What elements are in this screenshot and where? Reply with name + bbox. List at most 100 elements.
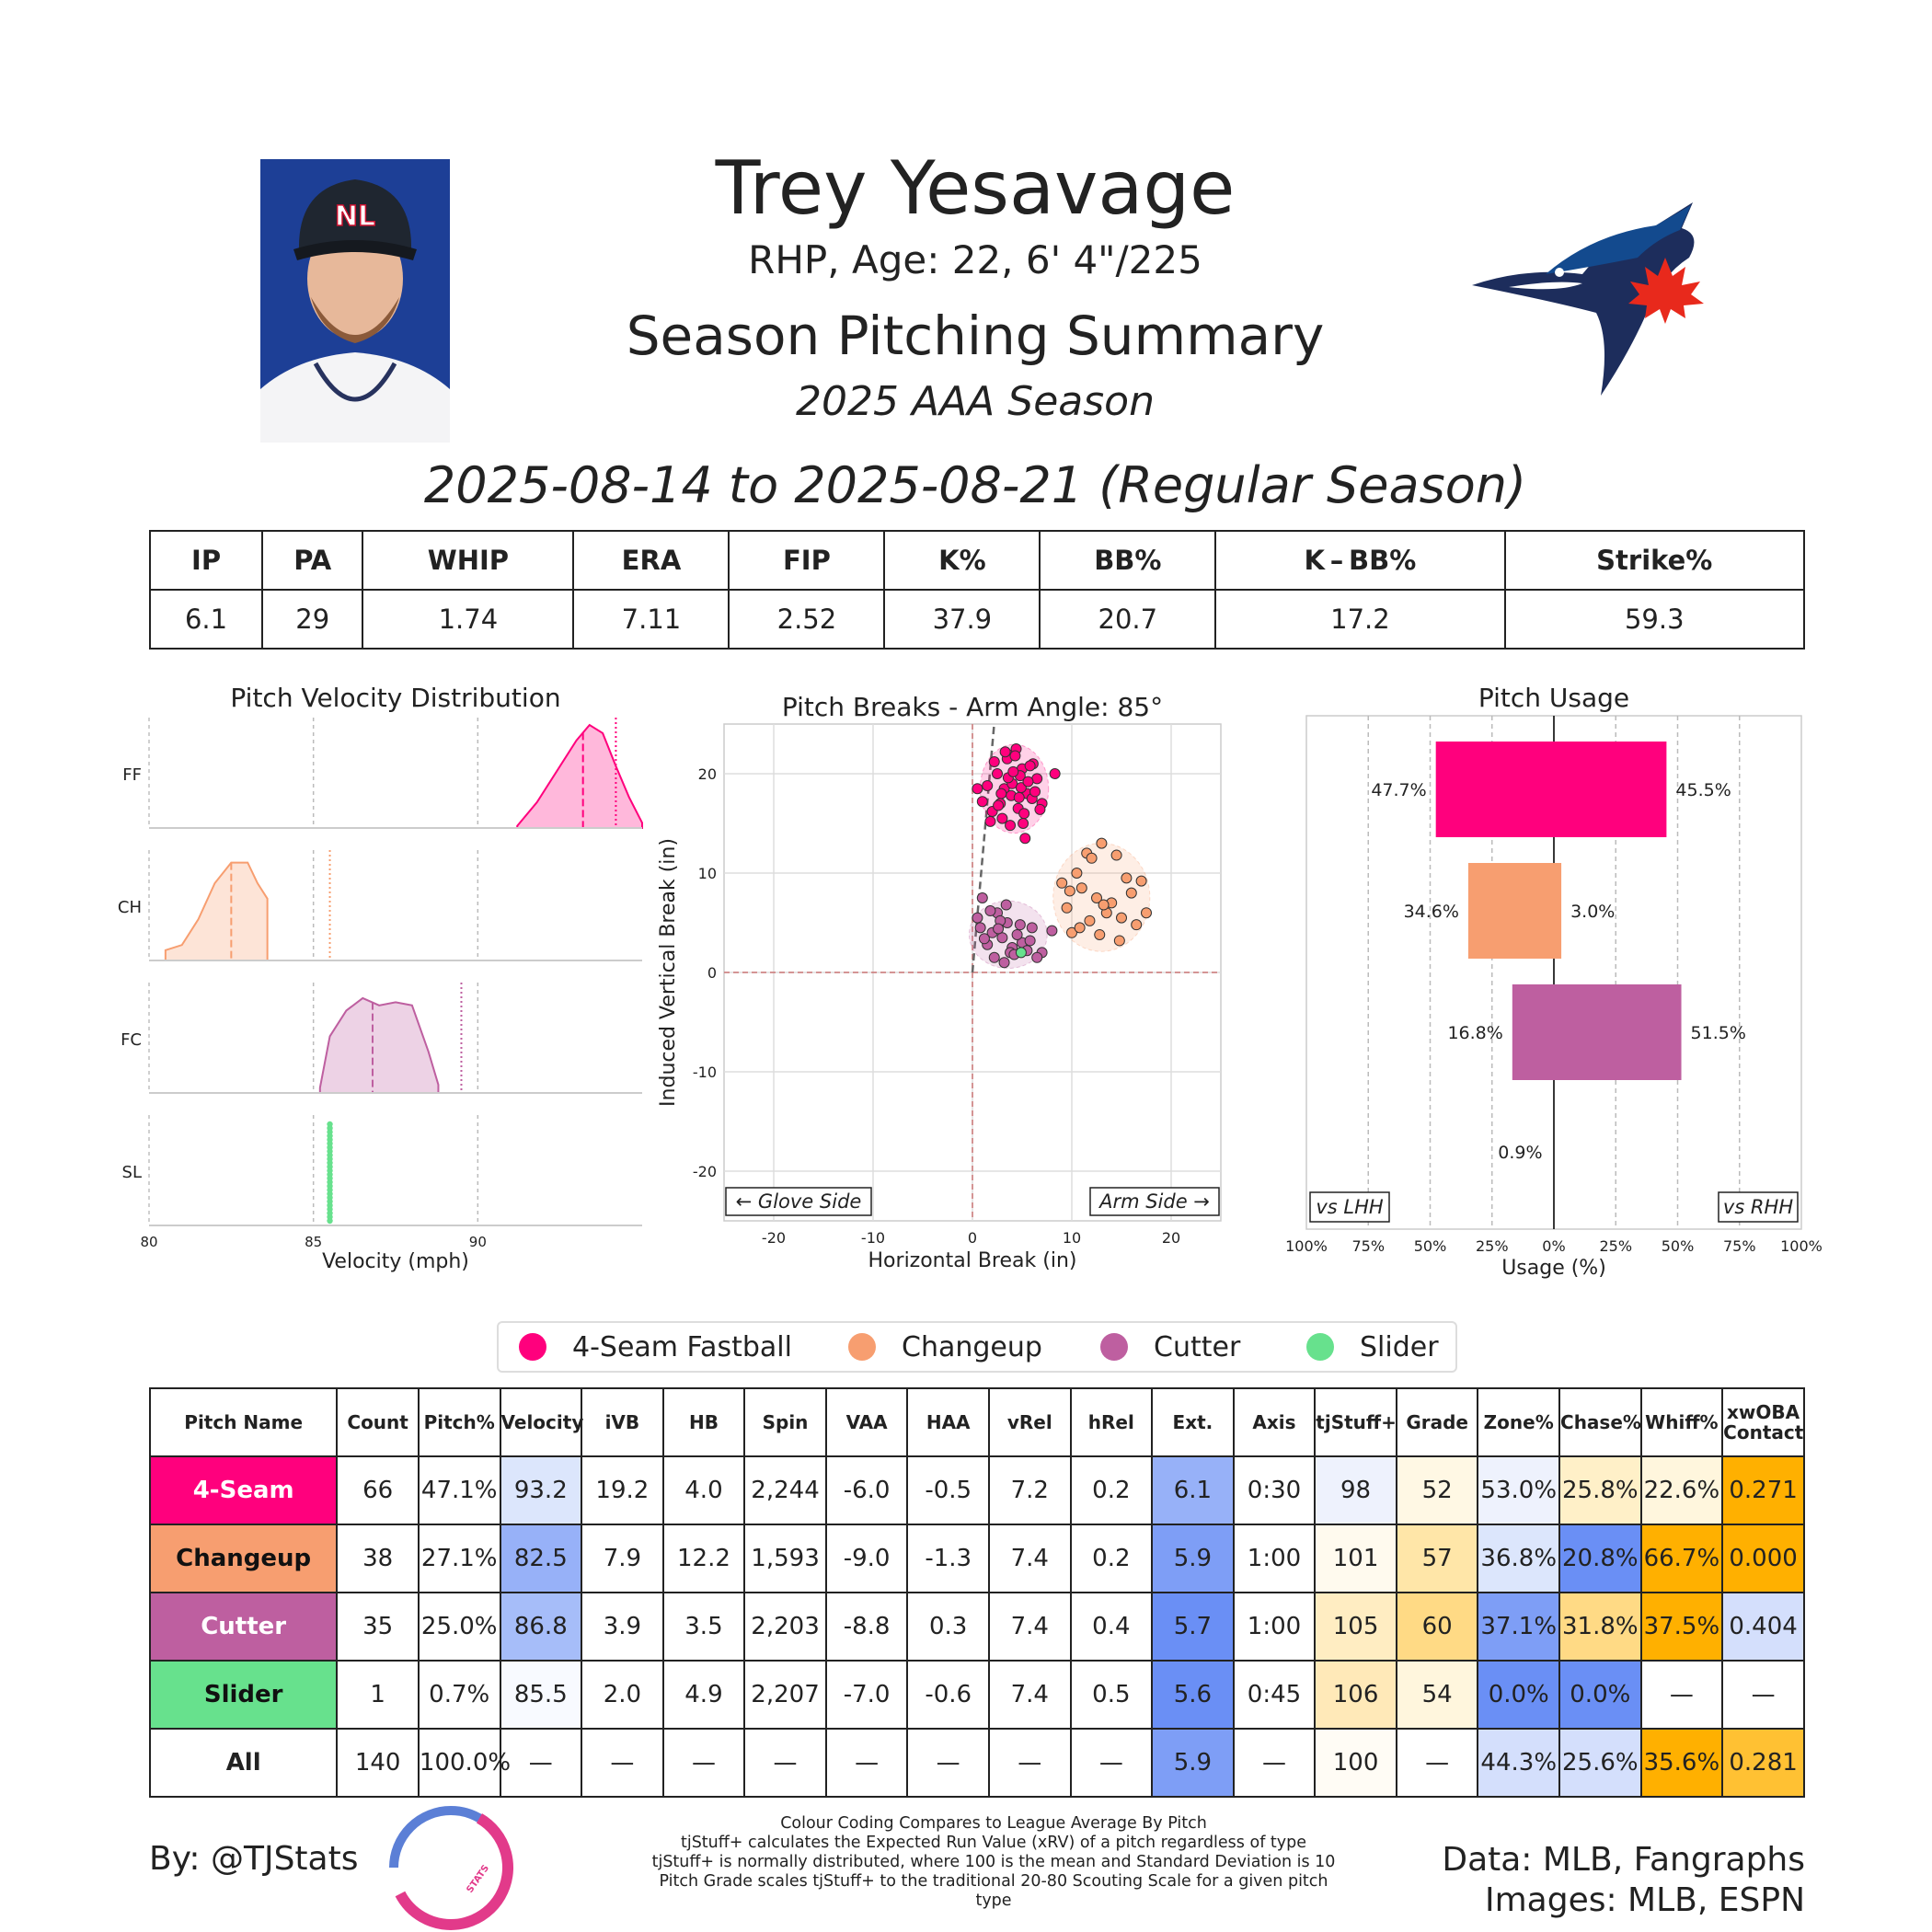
summary-title: Season Pitching Summary (626, 305, 1325, 367)
break-point-ch (1116, 912, 1127, 924)
usage-label-lhh: 16.8% (1447, 1023, 1502, 1043)
velocity-chart-title: Pitch Velocity Distribution (230, 683, 560, 713)
pitch-table-cell: 47.1% (417, 1455, 501, 1525)
break-point-ff (972, 783, 983, 795)
velocity-pitch-label: SL (122, 1163, 142, 1182)
summary-value-pa: 29 (261, 589, 364, 650)
pitch-table-cell: 22.6% (1639, 1455, 1724, 1525)
pitch-table-cell: 4.0 (661, 1455, 746, 1525)
pitch-usage-chart: Pitch Usage 47.7% 45.5% 34.6% 3.0% 16.8% 51.5%… (1285, 683, 1823, 1280)
pitch-table-cell: 100 (1314, 1728, 1397, 1798)
pitch-table-cell: 31.8% (1558, 1592, 1642, 1662)
pitch-table-cell: 37.5% (1639, 1592, 1724, 1662)
footer-note: tjStuff+ is normally distributed, where … (651, 1853, 1336, 1871)
break-point-fc (972, 912, 983, 924)
pitch-table-cell: — (499, 1728, 583, 1798)
pitch-table-cell: 5.9 (1151, 1728, 1235, 1798)
pitch-table-cell: 101 (1314, 1524, 1397, 1593)
pitch-table-cell: — (1721, 1660, 1805, 1730)
break-y-tick-label: -10 (693, 1064, 717, 1081)
pitch-table-cell: 7.4 (987, 1524, 1072, 1593)
legend-dot-cutter (1100, 1333, 1128, 1361)
pitch-table-cell: 52 (1395, 1455, 1479, 1525)
pitch-table-cell: 38 (336, 1524, 420, 1593)
pitch-table-cell: 100.0% (417, 1728, 511, 1798)
usage-x-axis-label: Usage (%) (1501, 1257, 1606, 1280)
break-point-fc (1046, 925, 1058, 937)
pitch-table-header: Count (336, 1387, 420, 1457)
pitch-table-cell: 140 (336, 1728, 420, 1798)
team-logo (1472, 202, 1704, 396)
pitch-table-cell: 7.2 (987, 1455, 1072, 1525)
velocity-density-ff (516, 723, 643, 829)
pitch-table-cell: 35.6% (1639, 1728, 1724, 1798)
pitch-table-cell: — (824, 1728, 909, 1798)
pitch-table-cell: — (1639, 1660, 1724, 1730)
pitch-table-cell: 27.1% (417, 1524, 501, 1593)
pitch-table-header: HB (661, 1387, 746, 1457)
pitch-table-cell: 36.8% (1477, 1524, 1561, 1593)
usage-label-rhh: 51.5% (1691, 1023, 1746, 1043)
pitch-name-cell: Changeup (148, 1524, 339, 1593)
pitch-table-header: tjStuff+ (1314, 1387, 1397, 1457)
pitch-table-cell: — (906, 1728, 990, 1798)
break-point-ff (993, 799, 1005, 811)
pitch-table-cell: 0.5 (1069, 1660, 1154, 1730)
legend-label-cutter: Cutter (1154, 1330, 1241, 1363)
pitch-table-cell: 6.1 (1151, 1455, 1235, 1525)
legend-item-fastball: 4-Seam Fastball (519, 1323, 792, 1371)
velocity-tick-label: 85 (305, 1234, 322, 1250)
vs-rhh-box (1718, 1191, 1799, 1223)
footer-note: tjStuff+ calculates the Expected Run Val… (680, 1834, 1307, 1852)
break-point-ch (1091, 892, 1102, 903)
usage-bar-lhh-fc (1512, 984, 1554, 1080)
pitch-table-header: Spin (743, 1387, 827, 1457)
velocity-pitch-label: FC (121, 1030, 142, 1050)
footer-credits: Data: MLB, Fangraphs Images: MLB, ESPN (1442, 1840, 1805, 1921)
pitch-table-cell: -8.8 (824, 1592, 909, 1662)
break-x-axis-label: Horizontal Break (in) (868, 1249, 1077, 1272)
usage-bar-lhh-ch (1467, 863, 1554, 959)
break-point-ch (1064, 885, 1075, 897)
pitch-table-cell: 25.8% (1558, 1455, 1642, 1525)
summary-value-bb-pct: 20.7 (1039, 589, 1217, 650)
date-range: 2025-08-14 to 2025-08-21 (Regular Season… (423, 456, 1527, 514)
pitch-table-row: Cutter 35 25.0% 86.8 3.9 3.5 2,203 -8.8 0.3 7.4 0.… (148, 1592, 1805, 1662)
pitch-table-cell: 12.2 (661, 1524, 746, 1593)
summary-header-whip: WHIP (362, 530, 575, 591)
break-point-ch (1121, 872, 1133, 884)
pitch-table-cell: 3.9 (581, 1592, 664, 1662)
pitch-table-header: xwOBA Contact (1721, 1387, 1805, 1457)
pitch-table-cell: 5.6 (1151, 1660, 1235, 1730)
usage-tick-label: 50% (1414, 1237, 1447, 1255)
pitch-table-cell: 35 (336, 1592, 420, 1662)
break-point-ch (1096, 837, 1108, 849)
usage-tick-label: 75% (1723, 1237, 1756, 1255)
break-y-tick-label: 0 (707, 964, 717, 982)
pitch-table-cell: — (661, 1728, 746, 1798)
break-point-ch (1113, 935, 1125, 947)
break-point-fc (976, 892, 988, 903)
summary-header-fip: FIP (728, 530, 886, 591)
break-x-tick-label: 0 (968, 1229, 977, 1247)
legend-dot-changeup (848, 1333, 876, 1361)
footer-note: Colour Coding Compares to League Average… (780, 1814, 1207, 1833)
break-point-ff (1007, 765, 1019, 777)
break-y-tick-label: -20 (693, 1163, 717, 1180)
pitch-table-header: Pitch Name (148, 1387, 339, 1457)
pitch-table-cell: 7.4 (987, 1592, 1072, 1662)
break-point-ff (1049, 768, 1061, 779)
break-point-sl (1015, 947, 1027, 959)
pitch-table-cell: 98 (1314, 1455, 1397, 1525)
pitch-table-cell: -1.3 (906, 1524, 990, 1593)
vs-lhh-label: vs LHH (1316, 1196, 1384, 1218)
pitch-table-cell: 7.4 (987, 1660, 1072, 1730)
usage-tick-label: 25% (1476, 1237, 1509, 1255)
glove-side-box (725, 1187, 872, 1216)
pitch-table-cell: 0.271 (1721, 1455, 1805, 1525)
pitch-table-cell: 106 (1314, 1660, 1397, 1730)
byline: By: @TJStats (149, 1840, 359, 1878)
pitch-table-cell: 1:00 (1232, 1524, 1317, 1593)
break-point-ch (1094, 928, 1106, 940)
usage-bar-lhh-ff (1435, 742, 1554, 837)
